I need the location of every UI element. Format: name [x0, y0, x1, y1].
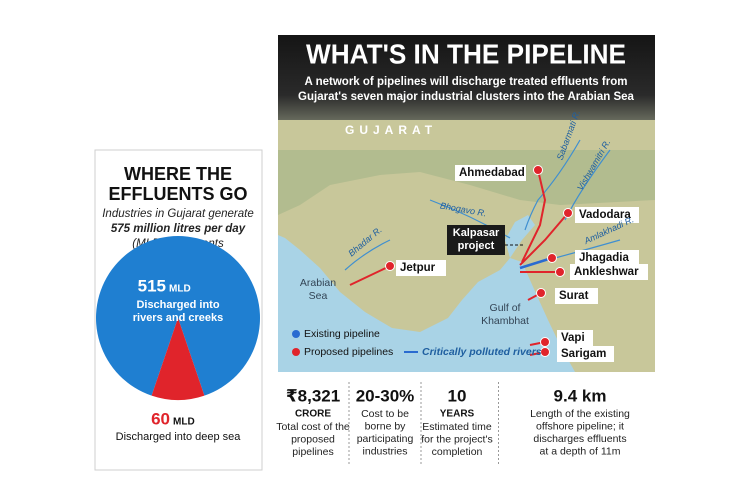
- stat-text: pipelines: [292, 446, 333, 458]
- panel-title: WHERE THE: [124, 164, 232, 184]
- sea-label: Khambhat: [481, 315, 529, 327]
- stat-text: Length of the existing: [530, 408, 630, 420]
- legend-label: Existing pipeline: [304, 328, 380, 340]
- stat-text: participating: [357, 433, 414, 445]
- city-label: Ankleshwar: [574, 266, 639, 278]
- stat-text: industries: [363, 445, 408, 457]
- legend-dot: [292, 348, 300, 356]
- stat-unit: YEARS: [440, 409, 475, 420]
- slice-label: Discharged into: [136, 299, 219, 311]
- slice-value: 60: [151, 409, 170, 428]
- city-label: Ahmedabad: [459, 167, 525, 179]
- city-box: [575, 207, 639, 223]
- city-dot: [540, 347, 550, 357]
- city-label: Jetpur: [400, 262, 436, 274]
- map-subtitle: Gujarat's seven major industrial cluster…: [298, 91, 635, 103]
- stat-text: Estimated time: [422, 421, 492, 433]
- stat-text: at a depth of 11m: [540, 445, 621, 457]
- sea-label: Sea: [309, 290, 328, 302]
- panel-title: EFFLUENTS GO: [109, 184, 248, 204]
- slice-label: Discharged into deep sea: [116, 431, 242, 443]
- stat-text: proposed: [291, 433, 335, 445]
- city-label: Vapi: [561, 332, 585, 344]
- city-dot: [533, 165, 543, 175]
- legend-label: Proposed pipelines: [304, 346, 393, 358]
- city-dot: [555, 267, 565, 277]
- city-box: [575, 250, 639, 266]
- slice-value: 515: [138, 276, 166, 295]
- city-dot: [536, 288, 546, 298]
- city-dot: [547, 253, 557, 263]
- city-box: [557, 346, 614, 362]
- stat-text: for the project's: [421, 433, 492, 445]
- city-dot: [540, 337, 550, 347]
- map-subtitle: A network of pipelines will discharge tr…: [305, 76, 628, 88]
- city-dot: [385, 261, 395, 271]
- slice-unit: MLD: [169, 284, 191, 295]
- map-title: WHAT'S IN THE PIPELINE: [306, 38, 626, 69]
- sea-label: Gulf of: [490, 302, 521, 314]
- slice-unit: MLD: [173, 417, 195, 428]
- city-box: [455, 165, 526, 181]
- pie-slice: [151, 318, 205, 400]
- legend-dot: [292, 330, 300, 338]
- slice-label: rivers and creeks: [133, 312, 224, 324]
- city-label: Surat: [559, 290, 589, 302]
- city-label: Vadodara: [579, 209, 631, 221]
- stat-value: ₹8,321: [286, 386, 340, 405]
- stat-text: completion: [432, 446, 483, 458]
- city-box: [570, 264, 648, 280]
- stat-text: offshore pipeline; it: [536, 420, 624, 432]
- region-label: GUJARAT: [345, 123, 437, 137]
- stat-text: Total cost of the: [276, 421, 350, 433]
- sea-label: Arabian: [300, 277, 336, 289]
- gulf: [505, 215, 535, 258]
- city-label: Sarigam: [561, 348, 606, 360]
- project-box: [447, 225, 505, 255]
- panel-intro: Industries in Gujarat generate: [102, 208, 254, 220]
- land-north: [278, 150, 655, 215]
- stat-unit: CRORE: [295, 409, 331, 420]
- stat-text: Cost to be: [361, 408, 409, 420]
- city-label: Jhagadia: [579, 252, 629, 264]
- title-band: [278, 35, 655, 135]
- stat-value: 20-30%: [356, 386, 415, 405]
- stat-value: 10: [448, 386, 467, 405]
- stat-text: borne by: [365, 420, 407, 432]
- city-dot: [563, 208, 573, 218]
- panel-intro: 575 million litres per day: [111, 223, 246, 235]
- city-box: [557, 330, 593, 346]
- project-label: Kalpasar: [453, 227, 500, 239]
- stat-text: discharges effluents: [533, 433, 626, 445]
- project-label: project: [458, 240, 495, 252]
- legend-label: Critically polluted rivers: [422, 346, 542, 358]
- pie-slice: [95, 235, 260, 396]
- city-box: [555, 288, 598, 304]
- city-box: [396, 260, 446, 276]
- stat-value: 9.4 km: [554, 386, 607, 405]
